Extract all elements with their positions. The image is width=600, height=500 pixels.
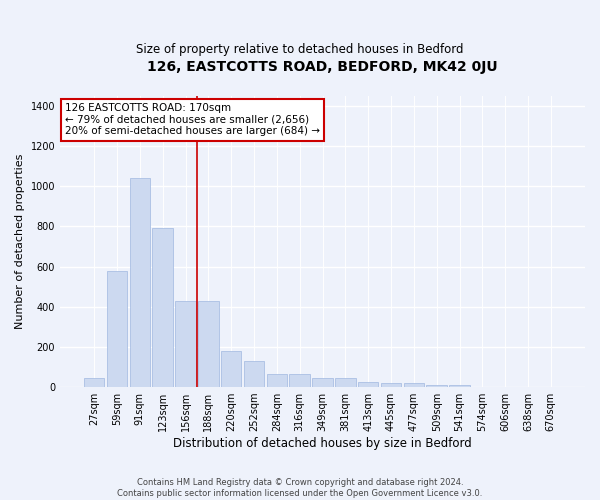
- Bar: [107, 271, 127, 387]
- Title: 126, EASTCOTTS ROAD, BEDFORD, MK42 0JU: 126, EASTCOTTS ROAD, BEDFORD, MK42 0JU: [147, 60, 498, 74]
- Bar: [427, 384, 447, 387]
- Bar: [358, 382, 379, 387]
- Bar: [449, 386, 470, 387]
- Bar: [130, 178, 150, 387]
- Text: Size of property relative to detached houses in Bedford: Size of property relative to detached ho…: [136, 42, 464, 56]
- Bar: [381, 382, 401, 387]
- Bar: [335, 378, 356, 387]
- Bar: [175, 301, 196, 387]
- Text: 126 EASTCOTTS ROAD: 170sqm
← 79% of detached houses are smaller (2,656)
20% of s: 126 EASTCOTTS ROAD: 170sqm ← 79% of deta…: [65, 104, 320, 136]
- Bar: [266, 374, 287, 387]
- Bar: [289, 374, 310, 387]
- Text: Contains HM Land Registry data © Crown copyright and database right 2024.
Contai: Contains HM Land Registry data © Crown c…: [118, 478, 482, 498]
- Bar: [198, 301, 218, 387]
- Bar: [221, 351, 241, 387]
- X-axis label: Distribution of detached houses by size in Bedford: Distribution of detached houses by size …: [173, 437, 472, 450]
- Bar: [404, 384, 424, 387]
- Bar: [152, 228, 173, 387]
- Bar: [312, 378, 333, 387]
- Bar: [244, 361, 264, 387]
- Bar: [84, 378, 104, 387]
- Y-axis label: Number of detached properties: Number of detached properties: [15, 154, 25, 329]
